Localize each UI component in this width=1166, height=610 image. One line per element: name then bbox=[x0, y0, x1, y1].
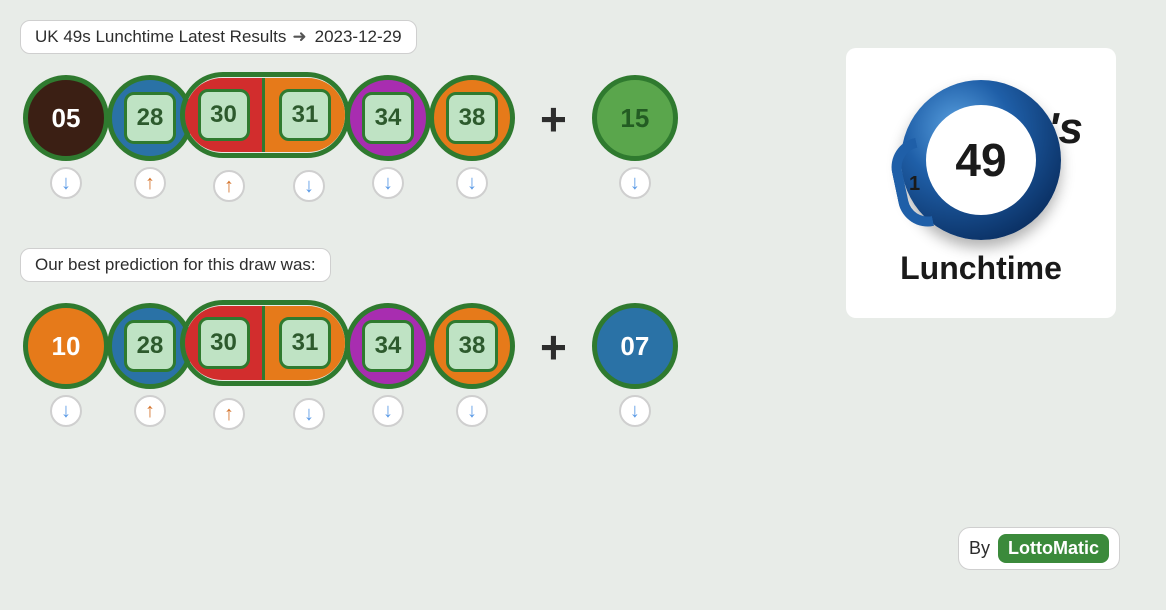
number-ball: 38 bbox=[429, 75, 515, 161]
logo-apostrophe: 's bbox=[1048, 104, 1083, 154]
credit-by: By bbox=[969, 538, 990, 559]
credit-brand: LottoMatic bbox=[998, 534, 1109, 563]
ball-slot: 05 ↓ bbox=[20, 75, 112, 199]
number-plate: 34 bbox=[362, 320, 414, 372]
card: UK 49s Lunchtime Latest Results ➜ 2023-1… bbox=[20, 20, 1146, 590]
results-main: 05↓28↑3031↑↓34↓38↓ bbox=[20, 72, 518, 202]
number-ball: 34 bbox=[345, 303, 431, 389]
number-plate: 30 bbox=[198, 89, 250, 141]
ball-slot: 10 ↓ bbox=[20, 303, 112, 427]
number-pill: 30 31 bbox=[180, 300, 350, 386]
number-ball: 07 bbox=[592, 303, 678, 389]
pill-trends: ↑↓ bbox=[213, 392, 325, 430]
trend-down-icon: ↓ bbox=[293, 170, 325, 202]
trend-up-icon: ↑ bbox=[134, 167, 166, 199]
ball-slot: 34 ↓ bbox=[342, 303, 434, 427]
prediction-main: 10↓28↑3031↑↓34↓38↓ bbox=[20, 300, 518, 430]
number-pill: 30 31 bbox=[180, 72, 350, 158]
number-ball: 15 bbox=[592, 75, 678, 161]
number-plate: 38 bbox=[446, 92, 498, 144]
trend-down-icon: ↓ bbox=[50, 395, 82, 427]
pill-slot: 3031↑↓ bbox=[188, 72, 350, 202]
pill-slot: 3031↑↓ bbox=[188, 300, 350, 430]
results-bonus: 15 ↓ bbox=[589, 75, 681, 199]
title-text: UK 49s Lunchtime Latest Results bbox=[35, 27, 286, 47]
credit-chip: By LottoMatic bbox=[958, 527, 1120, 570]
trend-down-icon: ↓ bbox=[372, 167, 404, 199]
lottery-logo: 1 49 's Lunchtime bbox=[846, 48, 1116, 318]
prediction-bonus: 07 ↓ bbox=[589, 303, 681, 427]
number-plate: 28 bbox=[124, 320, 176, 372]
prediction-label: Our best prediction for this draw was: bbox=[35, 255, 316, 275]
trend-down-icon: ↓ bbox=[619, 395, 651, 427]
trend-down-icon: ↓ bbox=[456, 395, 488, 427]
logo-side-text: 1 bbox=[909, 172, 920, 195]
number-plate: 31 bbox=[279, 317, 331, 369]
trend-down-icon: ↓ bbox=[293, 398, 325, 430]
logo-patch: 49 bbox=[926, 105, 1036, 215]
number-ball: 38 bbox=[429, 303, 515, 389]
pill-trends: ↑↓ bbox=[213, 164, 325, 202]
arrow-right-icon: ➜ bbox=[292, 27, 306, 47]
ball-slot: 15 ↓ bbox=[589, 75, 681, 199]
ball-slot: 38 ↓ bbox=[426, 75, 518, 199]
number-ball: 10 bbox=[23, 303, 109, 389]
logo-label: Lunchtime bbox=[900, 250, 1062, 287]
number-plate: 30 bbox=[198, 317, 250, 369]
number-ball: 34 bbox=[345, 75, 431, 161]
logo-orb: 1 49 's bbox=[901, 80, 1061, 240]
plus-separator: + bbox=[532, 320, 575, 374]
number-plate: 31 bbox=[279, 89, 331, 141]
prediction-chip: Our best prediction for this draw was: bbox=[20, 248, 331, 282]
pill-half: 30 bbox=[185, 78, 265, 152]
plus-separator: + bbox=[532, 92, 575, 146]
ball-slot: 07 ↓ bbox=[589, 303, 681, 427]
number-plate: 38 bbox=[446, 320, 498, 372]
logo-big-text: 49 bbox=[955, 133, 1006, 187]
date-text: 2023-12-29 bbox=[315, 27, 402, 47]
pill-half: 31 bbox=[265, 306, 345, 380]
pill-half: 31 bbox=[265, 78, 345, 152]
ball-slot: 34 ↓ bbox=[342, 75, 434, 199]
title-chip: UK 49s Lunchtime Latest Results ➜ 2023-1… bbox=[20, 20, 417, 54]
ball-slot: 38 ↓ bbox=[426, 303, 518, 427]
ball-slot: 28 ↑ bbox=[104, 75, 196, 199]
trend-down-icon: ↓ bbox=[456, 167, 488, 199]
trend-down-icon: ↓ bbox=[619, 167, 651, 199]
trend-down-icon: ↓ bbox=[50, 167, 82, 199]
trend-down-icon: ↓ bbox=[372, 395, 404, 427]
trend-up-icon: ↑ bbox=[213, 398, 245, 430]
trend-up-icon: ↑ bbox=[213, 170, 245, 202]
prediction-row: 10↓28↑3031↑↓34↓38↓ + 07↓ bbox=[20, 300, 1146, 430]
pill-half: 30 bbox=[185, 306, 265, 380]
trend-up-icon: ↑ bbox=[134, 395, 166, 427]
number-ball: 05 bbox=[23, 75, 109, 161]
number-plate: 34 bbox=[362, 92, 414, 144]
number-plate: 28 bbox=[124, 92, 176, 144]
ball-slot: 28 ↑ bbox=[104, 303, 196, 427]
